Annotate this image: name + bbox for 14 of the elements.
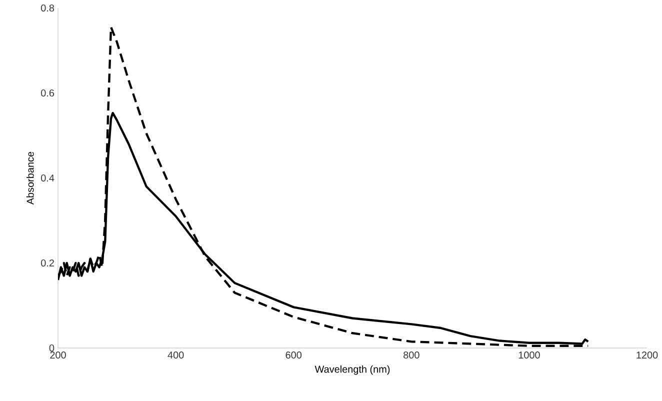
x-tick-label: 200 xyxy=(50,352,66,359)
y-tick-label: 0.6 xyxy=(41,89,54,97)
x-tick-label: 600 xyxy=(286,352,302,359)
x-tick-label: 800 xyxy=(404,352,420,359)
y-tick-label: 0 xyxy=(49,344,54,352)
y-tick-label: 0.8 xyxy=(41,4,54,12)
x-tick-label: 400 xyxy=(168,352,184,359)
x-tick-label: 1000 xyxy=(518,352,540,359)
y-tick-label: 0.4 xyxy=(41,174,54,182)
y-axis-title: Absorbance xyxy=(26,152,34,205)
y-tick-label: 0.2 xyxy=(41,259,54,267)
x-tick-label: 1200 xyxy=(636,352,658,359)
x-axis-title: Wavelength (nm) xyxy=(314,365,390,375)
line-series xyxy=(58,26,590,347)
